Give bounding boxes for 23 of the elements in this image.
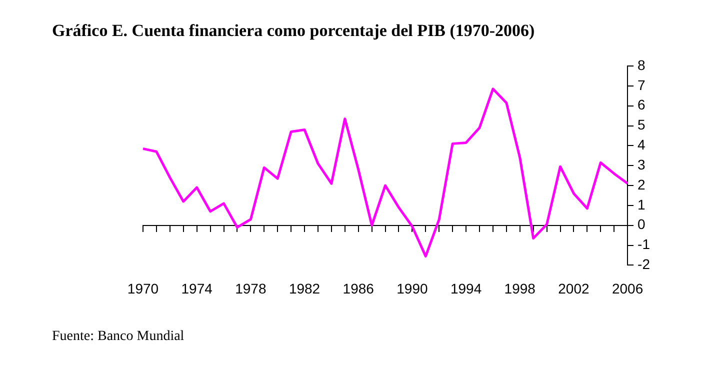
x-tick-label: 1986 — [342, 280, 374, 296]
y-tick-label: 1 — [638, 196, 646, 212]
y-tick-label: 3 — [638, 156, 646, 172]
x-tick-label: 1978 — [235, 280, 266, 296]
y-tick-label: 4 — [638, 136, 646, 153]
y-tick-label: 6 — [638, 96, 646, 113]
x-tick-label: 1982 — [288, 280, 320, 296]
source-note: Fuente: Banco Mundial — [52, 329, 184, 345]
y-tick-label: 5 — [638, 116, 646, 133]
y-tick-label: -2 — [638, 256, 650, 272]
x-tick-label: 1970 — [127, 280, 159, 296]
x-tick-label: 1974 — [181, 280, 213, 296]
y-tick-label: 2 — [638, 176, 646, 192]
x-tick-label: 2006 — [612, 280, 644, 296]
y-tick-label: 8 — [638, 56, 646, 73]
x-tick-label: 1994 — [450, 280, 482, 296]
chart-title: Gráfico E. Cuenta financiera como porcentaje del PIB (1970-2006) — [52, 21, 535, 41]
y-tick-label: 7 — [638, 76, 646, 93]
x-tick-label: 1998 — [504, 280, 536, 296]
y-tick-label: -1 — [638, 236, 650, 252]
y-tick-label: 0 — [638, 216, 646, 232]
x-tick-label: 1990 — [396, 280, 428, 296]
x-tick-label: 2002 — [558, 280, 590, 296]
